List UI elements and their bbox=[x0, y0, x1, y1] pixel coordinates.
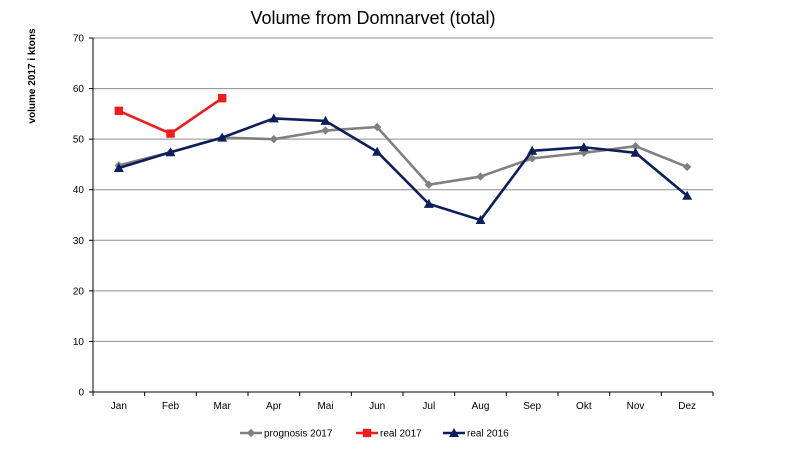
data-point bbox=[682, 162, 692, 172]
data-point bbox=[372, 146, 383, 156]
data-point bbox=[630, 147, 641, 157]
series-real-2016 bbox=[113, 113, 693, 225]
series-lines bbox=[113, 93, 693, 225]
data-point bbox=[682, 190, 693, 200]
legend-swatch-marker bbox=[362, 428, 372, 438]
legend: prognosis 2017 real 2017 real 2016 bbox=[240, 428, 509, 440]
legend-item: real 2017 bbox=[356, 429, 422, 440]
x-tick-labels: Jan Feb Mar Apr Mai Jun Jul Aug Sep Okt Nov Dez bbox=[111, 401, 696, 412]
y-tick-label: 40 bbox=[73, 185, 85, 196]
y-tick-label: 70 bbox=[73, 34, 85, 45]
y-tick-label: 10 bbox=[73, 337, 85, 348]
x-tick-label: Jan bbox=[111, 401, 127, 412]
data-point bbox=[268, 113, 279, 123]
x-tick-label: Jul bbox=[422, 401, 435, 412]
data-point bbox=[320, 115, 331, 125]
data-point bbox=[113, 162, 124, 172]
data-point bbox=[166, 129, 175, 138]
x-tick-label: Feb bbox=[162, 401, 180, 412]
y-axis-label: volume 2017 i ktons bbox=[27, 28, 38, 123]
series-real-2017 bbox=[114, 93, 227, 138]
y-tick-label: 30 bbox=[73, 236, 85, 247]
axes bbox=[89, 37, 714, 396]
series-line bbox=[118, 97, 223, 135]
x-tick-label: Nov bbox=[627, 401, 645, 412]
data-point bbox=[475, 215, 486, 225]
y-tick-label: 20 bbox=[73, 286, 85, 297]
legend-label: real 2017 bbox=[380, 429, 422, 440]
legend-label: real 2016 bbox=[467, 429, 509, 440]
data-point bbox=[424, 180, 434, 189]
data-point bbox=[165, 147, 176, 157]
gridlines bbox=[93, 37, 713, 342]
data-point bbox=[217, 132, 228, 142]
series-line bbox=[118, 117, 688, 222]
data-point bbox=[423, 198, 434, 208]
data-point bbox=[372, 122, 382, 132]
data-point bbox=[217, 93, 227, 103]
data-point bbox=[578, 142, 589, 152]
chart-title: Volume from Domnarvet (total) bbox=[250, 8, 495, 28]
y-tick-label: 60 bbox=[73, 84, 85, 95]
x-tick-label: Mai bbox=[317, 401, 333, 412]
x-tick-label: Okt bbox=[576, 401, 592, 412]
x-tick-label: Dez bbox=[678, 401, 696, 412]
data-point bbox=[114, 106, 124, 116]
data-point bbox=[527, 154, 537, 163]
legend-label: prognosis 2017 bbox=[264, 429, 333, 440]
y-tick-label: 50 bbox=[73, 135, 85, 146]
x-tick-label: Apr bbox=[266, 401, 282, 412]
x-tick-label: Aug bbox=[472, 401, 490, 412]
y-tick-labels: 0 10 20 30 40 50 60 70 bbox=[73, 34, 85, 399]
legend-item: real 2016 bbox=[443, 428, 509, 440]
data-point bbox=[321, 126, 330, 135]
y-tick-label: 0 bbox=[78, 388, 84, 399]
data-point bbox=[527, 145, 538, 155]
x-tick-label: Sep bbox=[523, 401, 541, 412]
data-point bbox=[269, 134, 279, 144]
legend-item: prognosis 2017 bbox=[240, 429, 333, 440]
legend-swatch-marker bbox=[449, 428, 459, 437]
data-point bbox=[631, 142, 640, 151]
x-tick-label: Jun bbox=[369, 401, 385, 412]
data-point bbox=[476, 172, 485, 181]
legend-swatch-marker bbox=[246, 428, 256, 438]
x-tick-label: Mar bbox=[214, 401, 232, 412]
